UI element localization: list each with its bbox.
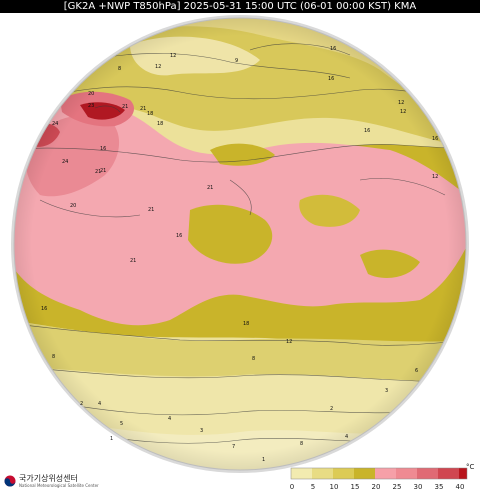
legend-swatch-0 (291, 468, 312, 479)
contour-label: 8 (52, 354, 55, 360)
legend-swatch-5 (396, 468, 417, 479)
contour-label: 2 (80, 401, 83, 407)
contour-label: 21 (148, 207, 154, 213)
contour-label: 4 (98, 401, 101, 407)
legend-tick: 10 (329, 483, 339, 491)
legend-unit: °C (466, 463, 475, 471)
contour-label: 21 (207, 185, 213, 191)
contour-label: 8 (300, 441, 303, 447)
contour-label: 3 (385, 388, 388, 394)
contour-label: 18 (243, 321, 249, 327)
map-title: [GK2A +NWP T850hPa] 2025-05-31 15:00 UTC… (0, 0, 480, 13)
contour-label: 16 (364, 128, 370, 134)
legend-swatch-6 (417, 468, 438, 479)
contour-label: 1 (262, 457, 265, 463)
contour-label: 21 (95, 169, 101, 175)
taegeuk-icon (4, 475, 16, 487)
contour-label: 12 (432, 174, 438, 180)
logo-subtitle: National Meteorological Satellite Center (19, 483, 99, 488)
legend-swatch-2 (333, 468, 354, 479)
disk-limb (13, 17, 467, 471)
contour-label: 18 (147, 111, 153, 117)
contour-label: 12 (398, 100, 404, 106)
contour-label: 23 (88, 103, 94, 109)
legend-tick: 20 (371, 483, 381, 491)
contour-label: 21 (100, 168, 106, 174)
legend-swatch-3 (354, 468, 375, 479)
contour-label: 18 (157, 121, 163, 127)
contour-label: 16 (41, 306, 47, 312)
contour-label: 21 (122, 104, 128, 110)
contour-label: 16 (176, 233, 182, 239)
contour-label: 5 (120, 421, 123, 427)
legend-tick: 15 (350, 483, 360, 491)
contour-labels: 12 8 9 16 16 12 16 12 18 20 23 21 18 21 … (41, 46, 438, 463)
contour-label: 16 (330, 46, 336, 52)
legend-swatch-1 (312, 468, 333, 479)
contour-label: 2 (330, 406, 333, 412)
legend-tick: 25 (392, 483, 402, 491)
legend-bar (290, 467, 468, 480)
contour-label: 20 (70, 203, 76, 209)
contour-label: 1 (110, 436, 113, 442)
legend-tick: 35 (434, 483, 444, 491)
legend-tick: 30 (413, 483, 423, 491)
contour-label: 24 (52, 121, 58, 127)
contour-label: 8 (252, 356, 255, 362)
contour-label: 9 (235, 58, 238, 64)
contour-label: 4 (168, 416, 171, 422)
legend-tick: 5 (310, 483, 316, 491)
contour-label: 16 (100, 146, 106, 152)
contour-label: 12 (400, 109, 406, 115)
contour-label: 12 (286, 339, 292, 345)
contour-label: 6 (415, 368, 418, 374)
contour-label: 21 (140, 106, 146, 112)
contour-label: 21 (130, 258, 136, 264)
contour-label: 7 (232, 444, 235, 450)
kma-logo: 국가기상위성센터 National Meteorological Satelli… (4, 474, 99, 488)
contour-label: 12 (155, 64, 161, 70)
legend-tick: 0 (289, 483, 295, 491)
contour-label: 3 (200, 428, 203, 434)
contour-label: 24 (62, 159, 68, 165)
legend-tick: 40 (455, 483, 465, 491)
contour-label: 4 (345, 434, 348, 440)
contour-label: 8 (118, 66, 121, 72)
contour-label: 16 (432, 136, 438, 142)
contour-label: 20 (88, 91, 94, 97)
legend-swatch-8 (459, 468, 467, 479)
logo-name: 국가기상위성센터 (19, 474, 78, 483)
contour-label: 12 (170, 53, 176, 59)
legend-swatch-7 (438, 468, 459, 479)
contour-label: 16 (328, 76, 334, 82)
legend-swatch-4 (375, 468, 396, 479)
color-legend: °C 0 5 10 15 20 25 30 35 40 (286, 463, 475, 491)
